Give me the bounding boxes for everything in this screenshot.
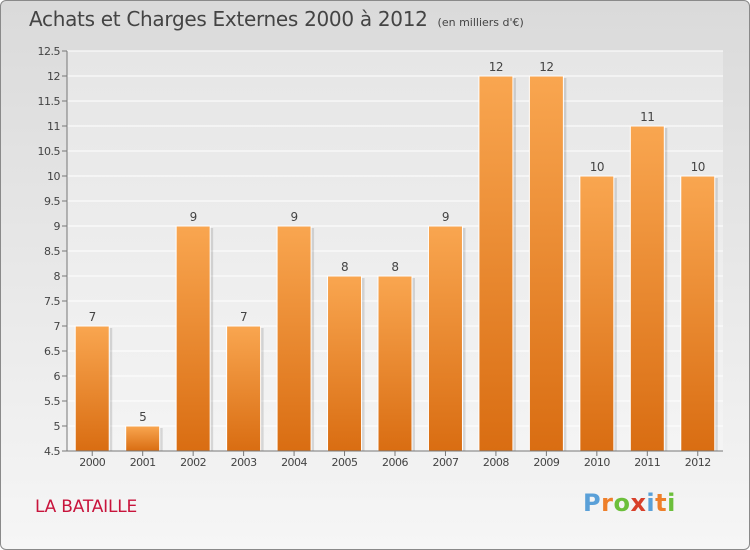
y-tick-label: 12 bbox=[47, 70, 60, 83]
data-label: 9 bbox=[291, 210, 298, 224]
x-tick-label: 2000 bbox=[79, 456, 105, 469]
bar-2006 bbox=[377, 275, 413, 452]
bar-2012 bbox=[680, 175, 716, 452]
y-tick-label: 10.5 bbox=[38, 145, 61, 158]
y-tick-label: 7 bbox=[54, 320, 61, 333]
bar-2007 bbox=[427, 225, 463, 452]
x-tick-label: 2007 bbox=[432, 456, 458, 469]
x-tick-label: 2011 bbox=[634, 456, 660, 469]
y-tick-label: 8 bbox=[54, 270, 61, 283]
data-label: 10 bbox=[590, 160, 604, 174]
x-tick-label: 2006 bbox=[382, 456, 408, 469]
data-label: 11 bbox=[640, 110, 654, 124]
chart-title: Achats et Charges Externes 2000 à 2012 (e… bbox=[29, 7, 524, 31]
logo-letter: i bbox=[667, 489, 676, 517]
location-label: LA BATAILLE bbox=[35, 497, 138, 517]
data-label: 9 bbox=[190, 210, 197, 224]
y-tick-label: 10 bbox=[47, 170, 60, 183]
x-tick-label: 2002 bbox=[180, 456, 206, 469]
logo-letter: t bbox=[655, 489, 668, 517]
data-label: 5 bbox=[139, 410, 146, 424]
y-tick-label: 6 bbox=[54, 370, 61, 383]
logo-letter: r bbox=[601, 489, 614, 517]
x-tick-label: 2009 bbox=[533, 456, 559, 469]
y-tick-label: 12.5 bbox=[38, 45, 61, 58]
y-tick-label: 11 bbox=[47, 120, 60, 133]
bar-2009 bbox=[528, 75, 564, 452]
logo-letter: i bbox=[646, 489, 656, 517]
bar-2008 bbox=[478, 75, 514, 452]
bar-2005 bbox=[327, 275, 363, 452]
x-tick-label: 2003 bbox=[231, 456, 257, 469]
x-tick-label: 2008 bbox=[483, 456, 509, 469]
x-tick-label: 2010 bbox=[584, 456, 610, 469]
x-tick-label: 2012 bbox=[685, 456, 711, 469]
x-tick-label: 2005 bbox=[332, 456, 358, 469]
data-label: 7 bbox=[240, 310, 247, 324]
bars: 7 5 9 7 9 8 8 9 12 12 10 11 10 bbox=[74, 60, 718, 452]
x-tick-label: 2001 bbox=[130, 456, 156, 469]
axes: 4.5 5 5.5 6 6.5 7 7.5 8 8.5 9 9.5 10 10.5 11 11.5 12 12.… bbox=[38, 45, 723, 469]
bar-2000 bbox=[74, 325, 110, 452]
title-unit: (en milliers d'€) bbox=[437, 16, 524, 29]
bar-2004 bbox=[276, 225, 312, 452]
bar-2001 bbox=[125, 425, 161, 452]
logo-letter: P bbox=[583, 489, 602, 517]
title-text: Achats et Charges Externes 2000 à 2012 bbox=[29, 7, 428, 31]
y-tick-label: 11.5 bbox=[38, 95, 61, 108]
data-label: 12 bbox=[539, 60, 553, 74]
y-tick-label: 9 bbox=[54, 220, 61, 233]
data-label: 12 bbox=[489, 60, 503, 74]
y-tick-label: 9.5 bbox=[44, 195, 60, 208]
y-tick-label: 4.5 bbox=[44, 445, 60, 458]
data-label: 10 bbox=[691, 160, 705, 174]
logo-letter: x bbox=[630, 489, 647, 517]
y-tick-label: 7.5 bbox=[44, 295, 60, 308]
x-tick-label: 2004 bbox=[281, 456, 307, 469]
bar-2003 bbox=[226, 325, 262, 452]
bar-2010 bbox=[579, 175, 615, 452]
proxiti-logo[interactable]: Proxiti bbox=[583, 489, 676, 517]
data-label: 8 bbox=[341, 260, 348, 274]
logo-letter: o bbox=[613, 489, 631, 517]
data-label: 8 bbox=[391, 260, 398, 274]
y-tick-label: 5.5 bbox=[44, 395, 60, 408]
data-label: 7 bbox=[89, 310, 96, 324]
y-tick-label: 5 bbox=[54, 420, 61, 433]
y-tick-label: 6.5 bbox=[44, 345, 60, 358]
bar-2011 bbox=[629, 125, 665, 452]
y-tick-label: 8.5 bbox=[44, 245, 60, 258]
bar-2002 bbox=[175, 225, 211, 452]
data-label: 9 bbox=[442, 210, 449, 224]
